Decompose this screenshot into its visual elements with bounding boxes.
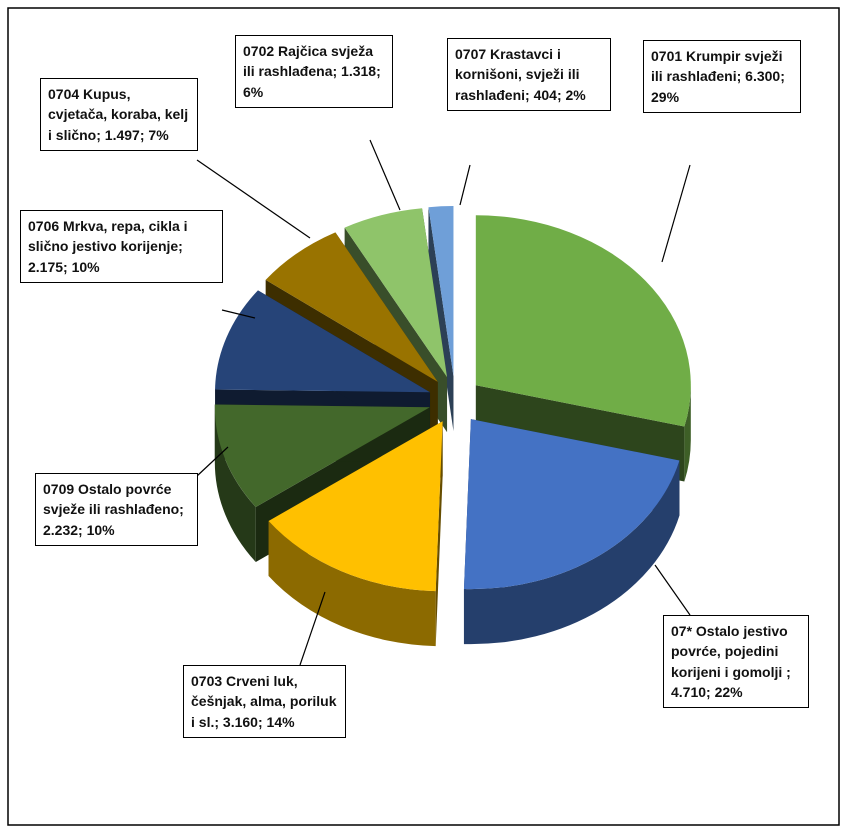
data-label: 0703 Crveni luk, češnjak, alma, poriluk …	[183, 665, 346, 738]
leader-line	[196, 159, 311, 239]
data-label: 0704 Kupus, cvjetača, koraba, kelj i sli…	[40, 78, 198, 151]
slice-tops	[214, 206, 691, 592]
label-value: 404	[533, 86, 557, 103]
label-separator: ;	[780, 68, 785, 85]
label-category: 0701 Krumpir svježi ili rashlađeni	[651, 48, 783, 85]
slice	[214, 404, 430, 508]
slice-radial-face	[428, 207, 454, 432]
slice-radial-face	[435, 421, 443, 647]
label-separator: ;	[178, 238, 183, 255]
chart-border	[7, 7, 840, 826]
label-percent: 10%	[86, 521, 115, 538]
leader-line	[299, 591, 326, 666]
label-separator: ;	[332, 63, 342, 80]
slice-outer-wall	[463, 460, 680, 645]
slice	[268, 421, 443, 592]
slice	[344, 208, 448, 378]
label-separator: ;	[525, 86, 534, 103]
label-category: 0707 Krastavci i kornišoni, svježi ili r…	[455, 46, 580, 103]
label-percent: 10%	[71, 258, 100, 275]
label-separator: ;	[78, 521, 87, 538]
label-separator: ;	[139, 126, 149, 143]
label-category: 0709 Ostalo povrće svježe ili rashlađeno	[43, 481, 180, 518]
label-value: 1.497	[104, 126, 140, 143]
label-value: 1.318	[341, 63, 377, 80]
label-percent: 6%	[243, 83, 264, 100]
label-percent: 14%	[266, 713, 295, 730]
label-percent: 7%	[148, 126, 169, 143]
slice-outer-wall	[684, 385, 691, 482]
leader-line	[221, 309, 256, 319]
label-value: 2.175	[28, 258, 64, 275]
label-percent: 2%	[565, 86, 586, 103]
label-category: 0706 Mrkva, repa, cikla i slično jestivo…	[28, 218, 188, 255]
leader-line	[369, 139, 401, 211]
slice	[215, 290, 431, 393]
label-separator: ;	[257, 713, 267, 730]
label-value: 6.300	[745, 68, 781, 85]
label-category: 07* Ostalo jestivo povrće, pojedini kori…	[671, 623, 788, 680]
label-separator: ;	[376, 63, 381, 80]
data-label: 0701 Krumpir svježi ili rashlađeni; 6.30…	[643, 40, 801, 113]
label-separator: ;	[63, 258, 72, 275]
slice	[463, 419, 680, 590]
slice-outer-wall	[214, 407, 256, 563]
leader-line	[459, 164, 471, 206]
label-percent: 29%	[651, 88, 680, 105]
label-separator: ;	[96, 126, 105, 143]
slice	[428, 206, 454, 377]
label-percent: 22%	[714, 683, 743, 700]
label-separator: ;	[179, 501, 184, 518]
label-category: 0702 Rajčica svježa ili rashlađena	[243, 43, 373, 80]
label-separator: ;	[214, 713, 223, 730]
leader-line	[196, 446, 229, 477]
label-separator: ;	[786, 663, 791, 680]
slice	[265, 232, 438, 382]
slice	[475, 215, 691, 427]
data-label: 0706 Mrkva, repa, cikla i slično jestivo…	[20, 210, 223, 283]
label-category: 0704 Kupus, cvjetača, koraba, kelj i sli…	[48, 86, 189, 143]
label-value: 3.160	[222, 713, 258, 730]
data-label: 0709 Ostalo povrće svježe ili rashlađeno…	[35, 473, 198, 546]
leader-line	[654, 564, 691, 616]
data-label: 0702 Rajčica svježa ili rashlađena; 1.31…	[235, 35, 393, 108]
label-separator: ;	[736, 68, 746, 85]
slice-outer-wall	[268, 521, 436, 647]
data-label: 0707 Krastavci i kornišoni, svježi ili r…	[447, 38, 611, 111]
label-separator: ;	[556, 86, 566, 103]
leader-line	[661, 164, 691, 263]
label-separator: ;	[706, 683, 715, 700]
label-category: 0703 Crveni luk, češnjak, alma, poriluk …	[191, 673, 337, 730]
label-value: 2.232	[43, 521, 79, 538]
data-label: 07* Ostalo jestivo povrće, pojedini kori…	[663, 615, 809, 709]
label-value: 4.710	[671, 683, 707, 700]
